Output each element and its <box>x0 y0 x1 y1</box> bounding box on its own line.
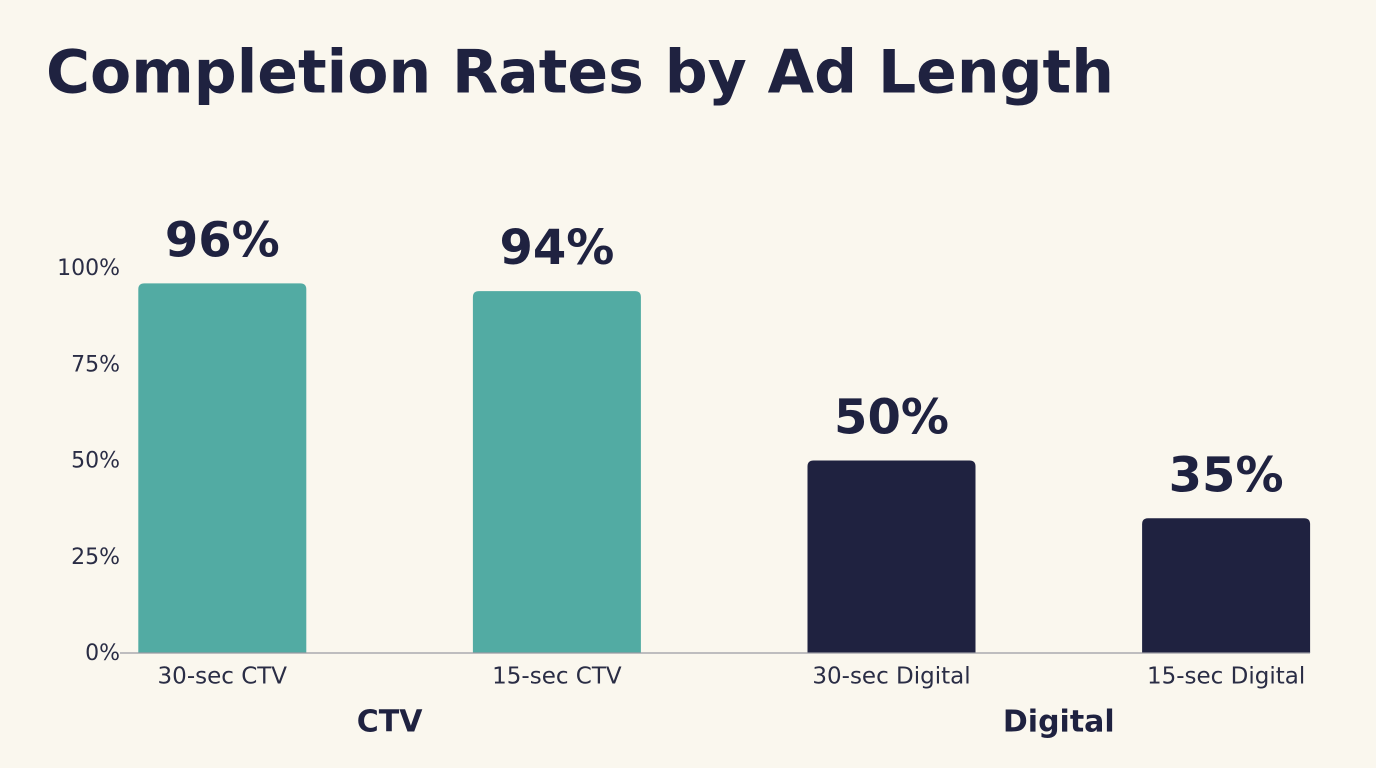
value-label: 50% <box>834 390 949 446</box>
bar <box>138 283 307 653</box>
y-tick-label: 25% <box>71 545 120 570</box>
x-tick-label: 30-sec Digital <box>812 664 970 690</box>
bar <box>807 460 976 653</box>
bar <box>472 291 641 653</box>
value-label: 35% <box>1169 447 1284 503</box>
x-tick-label: 15-sec CTV <box>492 664 622 690</box>
y-tick-label: 50% <box>71 449 120 474</box>
x-tick-label: 30-sec CTV <box>158 664 288 690</box>
group-label: CTV <box>357 705 423 740</box>
value-label: 96% <box>165 212 280 268</box>
value-label: 94% <box>499 220 614 276</box>
bar <box>1142 518 1311 653</box>
group-label: Digital <box>1003 705 1115 740</box>
y-tick-label: 75% <box>71 352 120 377</box>
y-tick-label: 100% <box>57 256 120 281</box>
chart-title: Completion Rates by Ad Length <box>46 38 1114 108</box>
y-tick-label: 0% <box>85 641 120 666</box>
x-tick-label: 15-sec Digital <box>1147 664 1305 690</box>
